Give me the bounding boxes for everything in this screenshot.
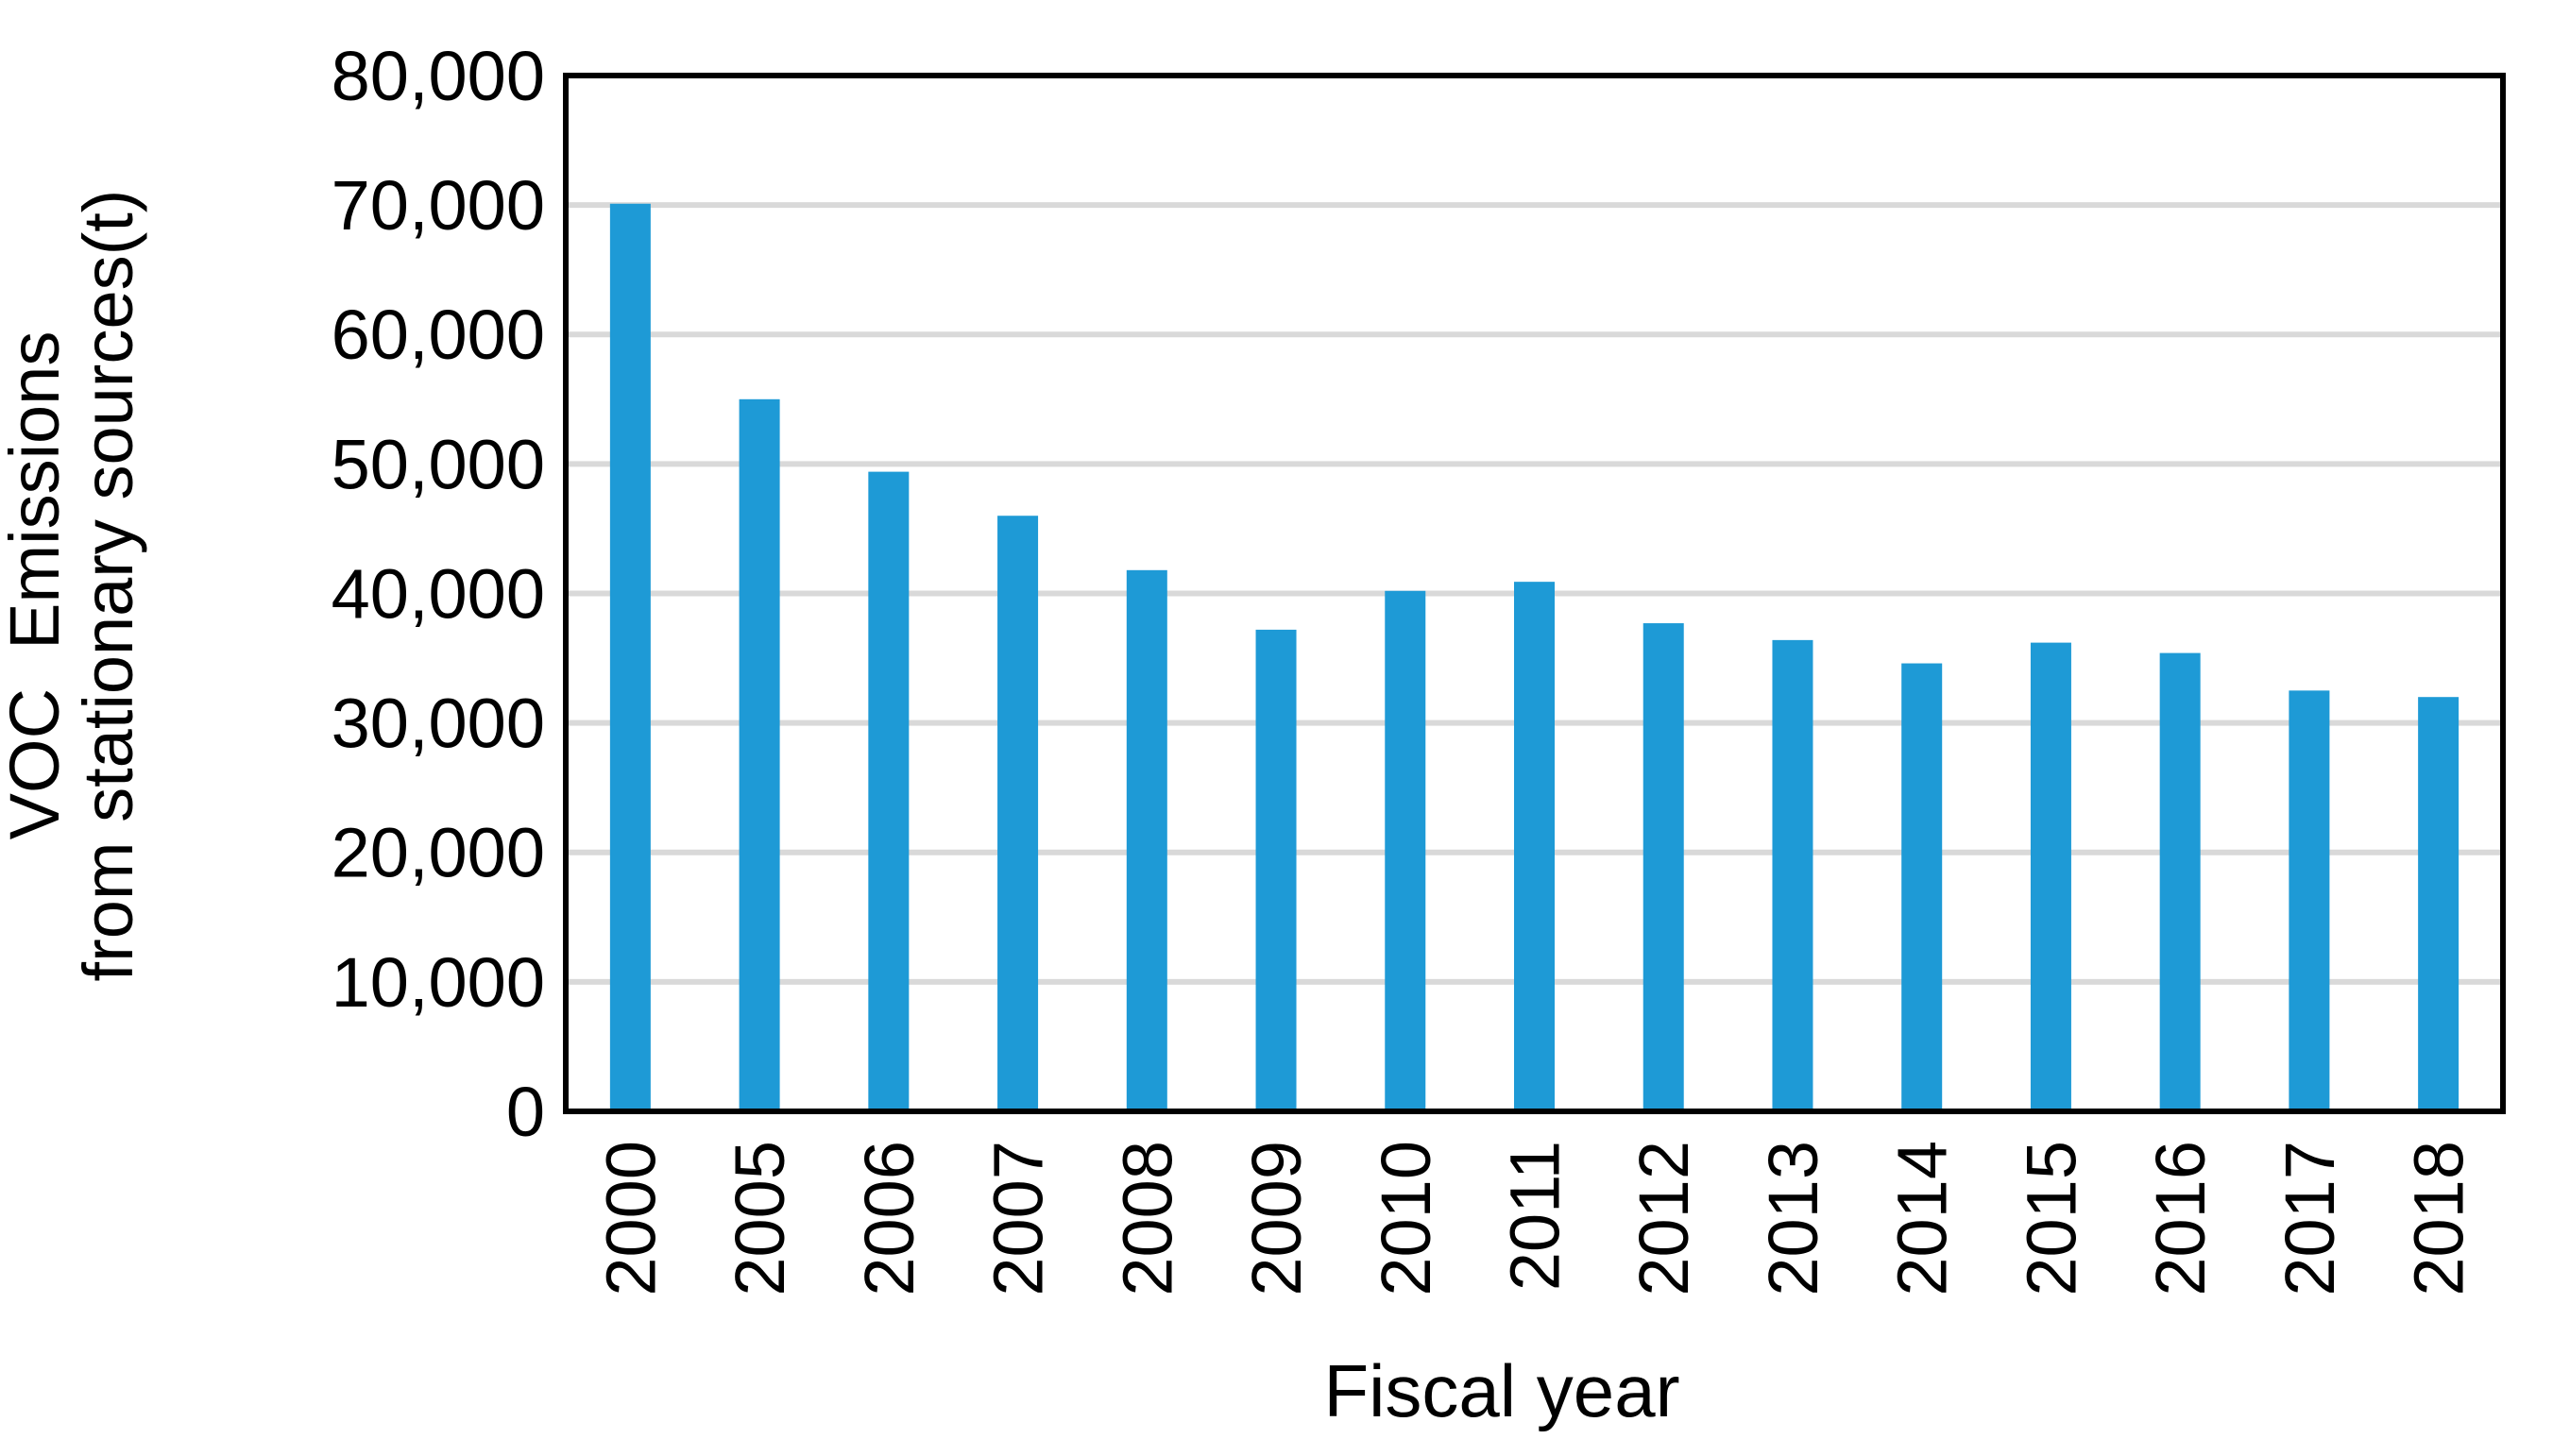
bar-2007 [997,516,1039,1111]
x-tick-label-2008: 2008 [1108,1141,1186,1296]
y-tick-label-10000: 10,000 [332,943,545,1022]
bar-2012 [1642,623,1684,1111]
bar-2013 [1772,639,1813,1111]
bar-2015 [2030,642,2071,1111]
bar-2016 [2159,652,2201,1111]
x-tick-label-2016: 2016 [2141,1141,2220,1296]
bar-2018 [2418,697,2459,1111]
bars [609,203,2459,1111]
y-tick-label-30000: 30,000 [332,685,545,763]
bar-2014 [1901,663,1943,1111]
x-axis-title: Fiscal year [1323,1349,1679,1432]
bar-2008 [1126,569,1167,1111]
x-axis-tick-labels: 2000 2005 2006 2007 2008 2009 2010 2011 2012 2013… [591,1141,2477,1296]
x-tick-label-2009: 2009 [1237,1141,1316,1296]
bar-2011 [1514,582,1555,1111]
y-tick-label-20000: 20,000 [332,814,545,892]
x-tick-label-2018: 2018 [2400,1141,2478,1296]
y-tick-label-60000: 60,000 [332,296,545,374]
bar-2005 [739,398,780,1111]
y-tick-label-70000: 70,000 [332,166,545,245]
bar-2000 [609,203,651,1111]
x-tick-label-2014: 2014 [1883,1141,1962,1296]
y-tick-label-80000: 80,000 [332,37,545,115]
x-tick-label-2011: 2011 [1496,1141,1574,1291]
x-tick-label-2006: 2006 [850,1141,928,1296]
y-tick-label-40000: 40,000 [332,554,545,633]
bar-2009 [1255,629,1297,1111]
bar-2006 [868,471,910,1111]
y-tick-label-0: 0 [506,1073,545,1151]
x-tick-label-2007: 2007 [979,1141,1058,1296]
y-axis-title-line-2: from stationary sources(t) [69,190,147,982]
x-tick-label-2013: 2013 [1754,1141,1832,1296]
x-tick-label-2015: 2015 [2012,1141,2090,1296]
y-axis-tick-labels: 0 10,000 20,000 30,000 40,000 50,000 60,000 70,… [332,37,545,1151]
y-tick-label-50000: 50,000 [332,425,545,503]
plot-border [563,73,2506,1114]
x-tick-label-2000: 2000 [591,1141,670,1296]
y-axis-title-line-1: VOC Emissions [0,331,74,840]
x-tick-label-2010: 2010 [1367,1141,1445,1296]
x-tick-label-2005: 2005 [721,1141,799,1296]
bar-2017 [2289,690,2330,1111]
x-tick-label-2017: 2017 [2271,1141,2349,1296]
bar-2010 [1385,590,1426,1111]
x-tick-label-2012: 2012 [1625,1141,1703,1296]
